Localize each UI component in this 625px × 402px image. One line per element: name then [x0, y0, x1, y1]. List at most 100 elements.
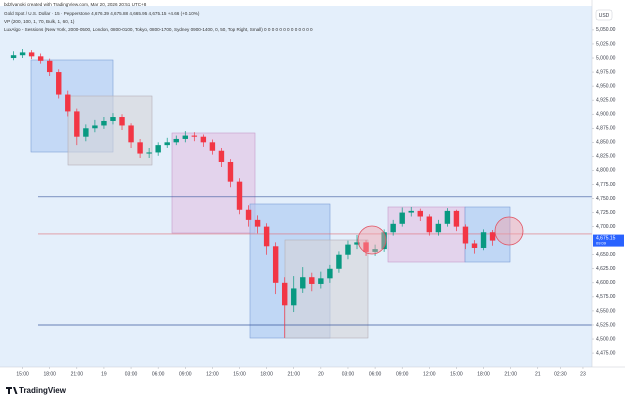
indicator: VP (200, 100, 1, 70, Bulk, 1, 60, 1) [4, 19, 75, 24]
candle-body [92, 125, 98, 129]
brand: TradingView [19, 386, 67, 395]
symbol: Gold Spot / U.S. Dollar · 15 · Peppersto… [4, 11, 200, 16]
y-tick-label: 4,600.00 [596, 280, 616, 286]
candle-body [28, 52, 35, 57]
candle-body [399, 212, 405, 224]
x-tick-label: 23 [580, 371, 586, 377]
y-tick-label: 4,525.00 [596, 322, 616, 328]
candle-body [309, 277, 315, 284]
candle-body [354, 242, 360, 245]
y-tick-label: 4,900.00 [596, 112, 616, 118]
logo: TradingView [6, 386, 67, 395]
x-tick-label: 21:00 [71, 371, 84, 377]
x-tick-label: 21:00 [287, 371, 300, 377]
y-tick-label: 4,700.00 [596, 224, 616, 230]
y-tick-label: 4,625.00 [596, 266, 616, 272]
candle-body [128, 125, 134, 143]
y-tick-label: 4,775.00 [596, 182, 616, 188]
candle-body [363, 242, 369, 252]
x-tick-label: 18:00 [260, 371, 273, 377]
y-tick-label: 4,925.00 [596, 97, 616, 103]
indicator: LuxAlgo - Sessions (New York, 2000-0500,… [4, 27, 313, 32]
candle-body [444, 210, 451, 224]
y-tick-label: 4,500.00 [596, 336, 616, 342]
session-box [67, 95, 153, 166]
price-tag-label: 4,675.15 [596, 235, 616, 241]
y-tick-label: 4,950.00 [596, 83, 616, 89]
candle-body [56, 72, 62, 95]
candle-body [462, 226, 469, 244]
session-boxes [30, 59, 511, 339]
candle-body [426, 216, 433, 233]
candle-body [327, 268, 333, 279]
session-box [284, 239, 369, 339]
x-tick-label: 20 [318, 371, 324, 377]
candle-body [65, 94, 71, 112]
candle-body [372, 249, 378, 252]
candle-body [10, 55, 17, 59]
x-tick-label: 02:30 [554, 371, 567, 377]
candle-body [471, 243, 478, 248]
candle-body [281, 282, 288, 306]
candle-body [110, 117, 116, 121]
x-tick-label: 09:00 [179, 371, 192, 377]
candle-body [19, 52, 26, 56]
y-tick-label: 4,550.00 [596, 308, 616, 314]
x-tick-label: 06:00 [152, 371, 165, 377]
candle-body [46, 60, 53, 73]
x-tick-label: 18:00 [43, 371, 56, 377]
candle-body [218, 150, 225, 162]
candle-body [236, 181, 243, 210]
candle-body [263, 226, 270, 247]
currency-box[interactable] [595, 9, 613, 21]
candle-body [155, 145, 161, 153]
candles [10, 49, 496, 338]
candle-body [191, 135, 198, 137]
candle-body [408, 210, 414, 213]
highlight-circle [357, 225, 387, 255]
highlight-circle [494, 216, 524, 246]
x-tick-label: 12:00 [206, 371, 219, 377]
x-tick-label: 19 [101, 371, 107, 377]
session-box [464, 206, 511, 263]
y-tick-label: 4,850.00 [596, 140, 616, 146]
candle-body [390, 223, 396, 233]
y-tick-label: 5,000.00 [596, 55, 616, 61]
y-tick-label: 5,050.00 [596, 27, 616, 33]
candle-body [254, 219, 261, 227]
candle-body [345, 244, 351, 255]
candle-body [480, 232, 487, 248]
candle-body [119, 117, 125, 126]
levels [38, 196, 592, 326]
y-tick-label: 4,650.00 [596, 252, 616, 258]
x-tick-label: 06:00 [369, 371, 382, 377]
candle-body [200, 136, 207, 143]
x-tick-label: 03:00 [125, 371, 138, 377]
candle-body [453, 210, 460, 227]
currency[interactable]: USD [599, 13, 610, 19]
x-tick-label: 21 [535, 371, 541, 377]
candle-body [417, 210, 423, 217]
candle-body [489, 232, 496, 241]
credit: bdzlvanoki created with TradingView.com,… [4, 2, 147, 7]
x-tick-label: 15:00 [233, 371, 246, 377]
y-tick-label: 4,575.00 [596, 294, 616, 300]
y-tick-label: 4,475.00 [596, 350, 616, 356]
y-tick-label: 4,825.00 [596, 154, 616, 160]
candle-body [227, 161, 234, 182]
candle-body [164, 142, 170, 146]
candle-body [272, 246, 279, 283]
candle-body [182, 135, 188, 139]
candle-body [291, 288, 297, 306]
x-tick-label: 15:00 [16, 371, 29, 377]
candle-body [146, 152, 152, 154]
candle-body [381, 232, 387, 250]
candle-body [435, 223, 442, 233]
candle-body [173, 138, 179, 143]
candle-body [83, 128, 89, 137]
price-tag-time: 09:09 [596, 240, 607, 245]
x-tick-label: 21:00 [504, 371, 517, 377]
y-tick-label: 4,875.00 [596, 126, 616, 132]
candle-body [74, 111, 80, 137]
